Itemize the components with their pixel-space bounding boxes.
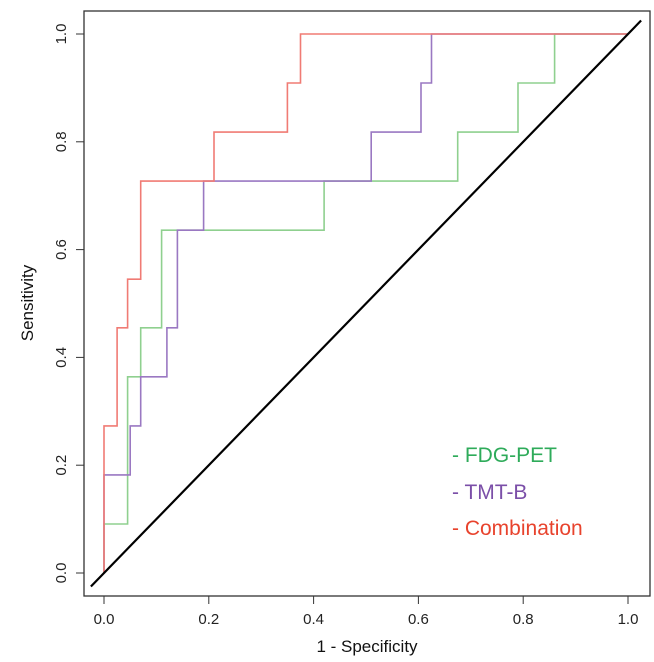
legend-item-fdg-pet: - FDG-PET [452,444,557,467]
y-tick-label: 1.0 [53,24,70,45]
series-line-combination [103,33,628,573]
legend: - FDG-PET - TMT-B - Combination [452,444,583,540]
x-tick-label: 0.2 [198,611,219,628]
y-axis: 0.0 0.2 0.4 0.6 0.8 1.0 [53,24,85,584]
x-tick-label: 1.0 [618,611,639,628]
x-tick-label: 0.0 [94,611,115,628]
x-tick-label: 0.8 [513,611,534,628]
reference-diagonal-line [90,19,642,588]
series-layer [103,33,628,573]
x-axis-title: 1 - Specificity [316,637,418,656]
series-line-fdg-pet [103,33,628,573]
x-tick-label: 0.6 [408,611,429,628]
y-tick-label: 0.0 [53,563,70,584]
y-axis-title: Sensitivity [18,264,37,341]
series-line-tmt-b [103,33,628,573]
legend-item-tmt-b: - TMT-B [452,481,527,504]
x-tick-label: 0.4 [303,611,324,628]
y-tick-label: 0.4 [53,347,70,368]
y-tick-label: 0.6 [53,239,70,260]
y-tick-label: 0.2 [53,455,70,476]
legend-item-combination: - Combination [452,517,583,540]
y-tick-label: 0.8 [53,131,70,152]
x-axis: 0.0 0.2 0.4 0.6 0.8 1.0 [94,595,639,628]
